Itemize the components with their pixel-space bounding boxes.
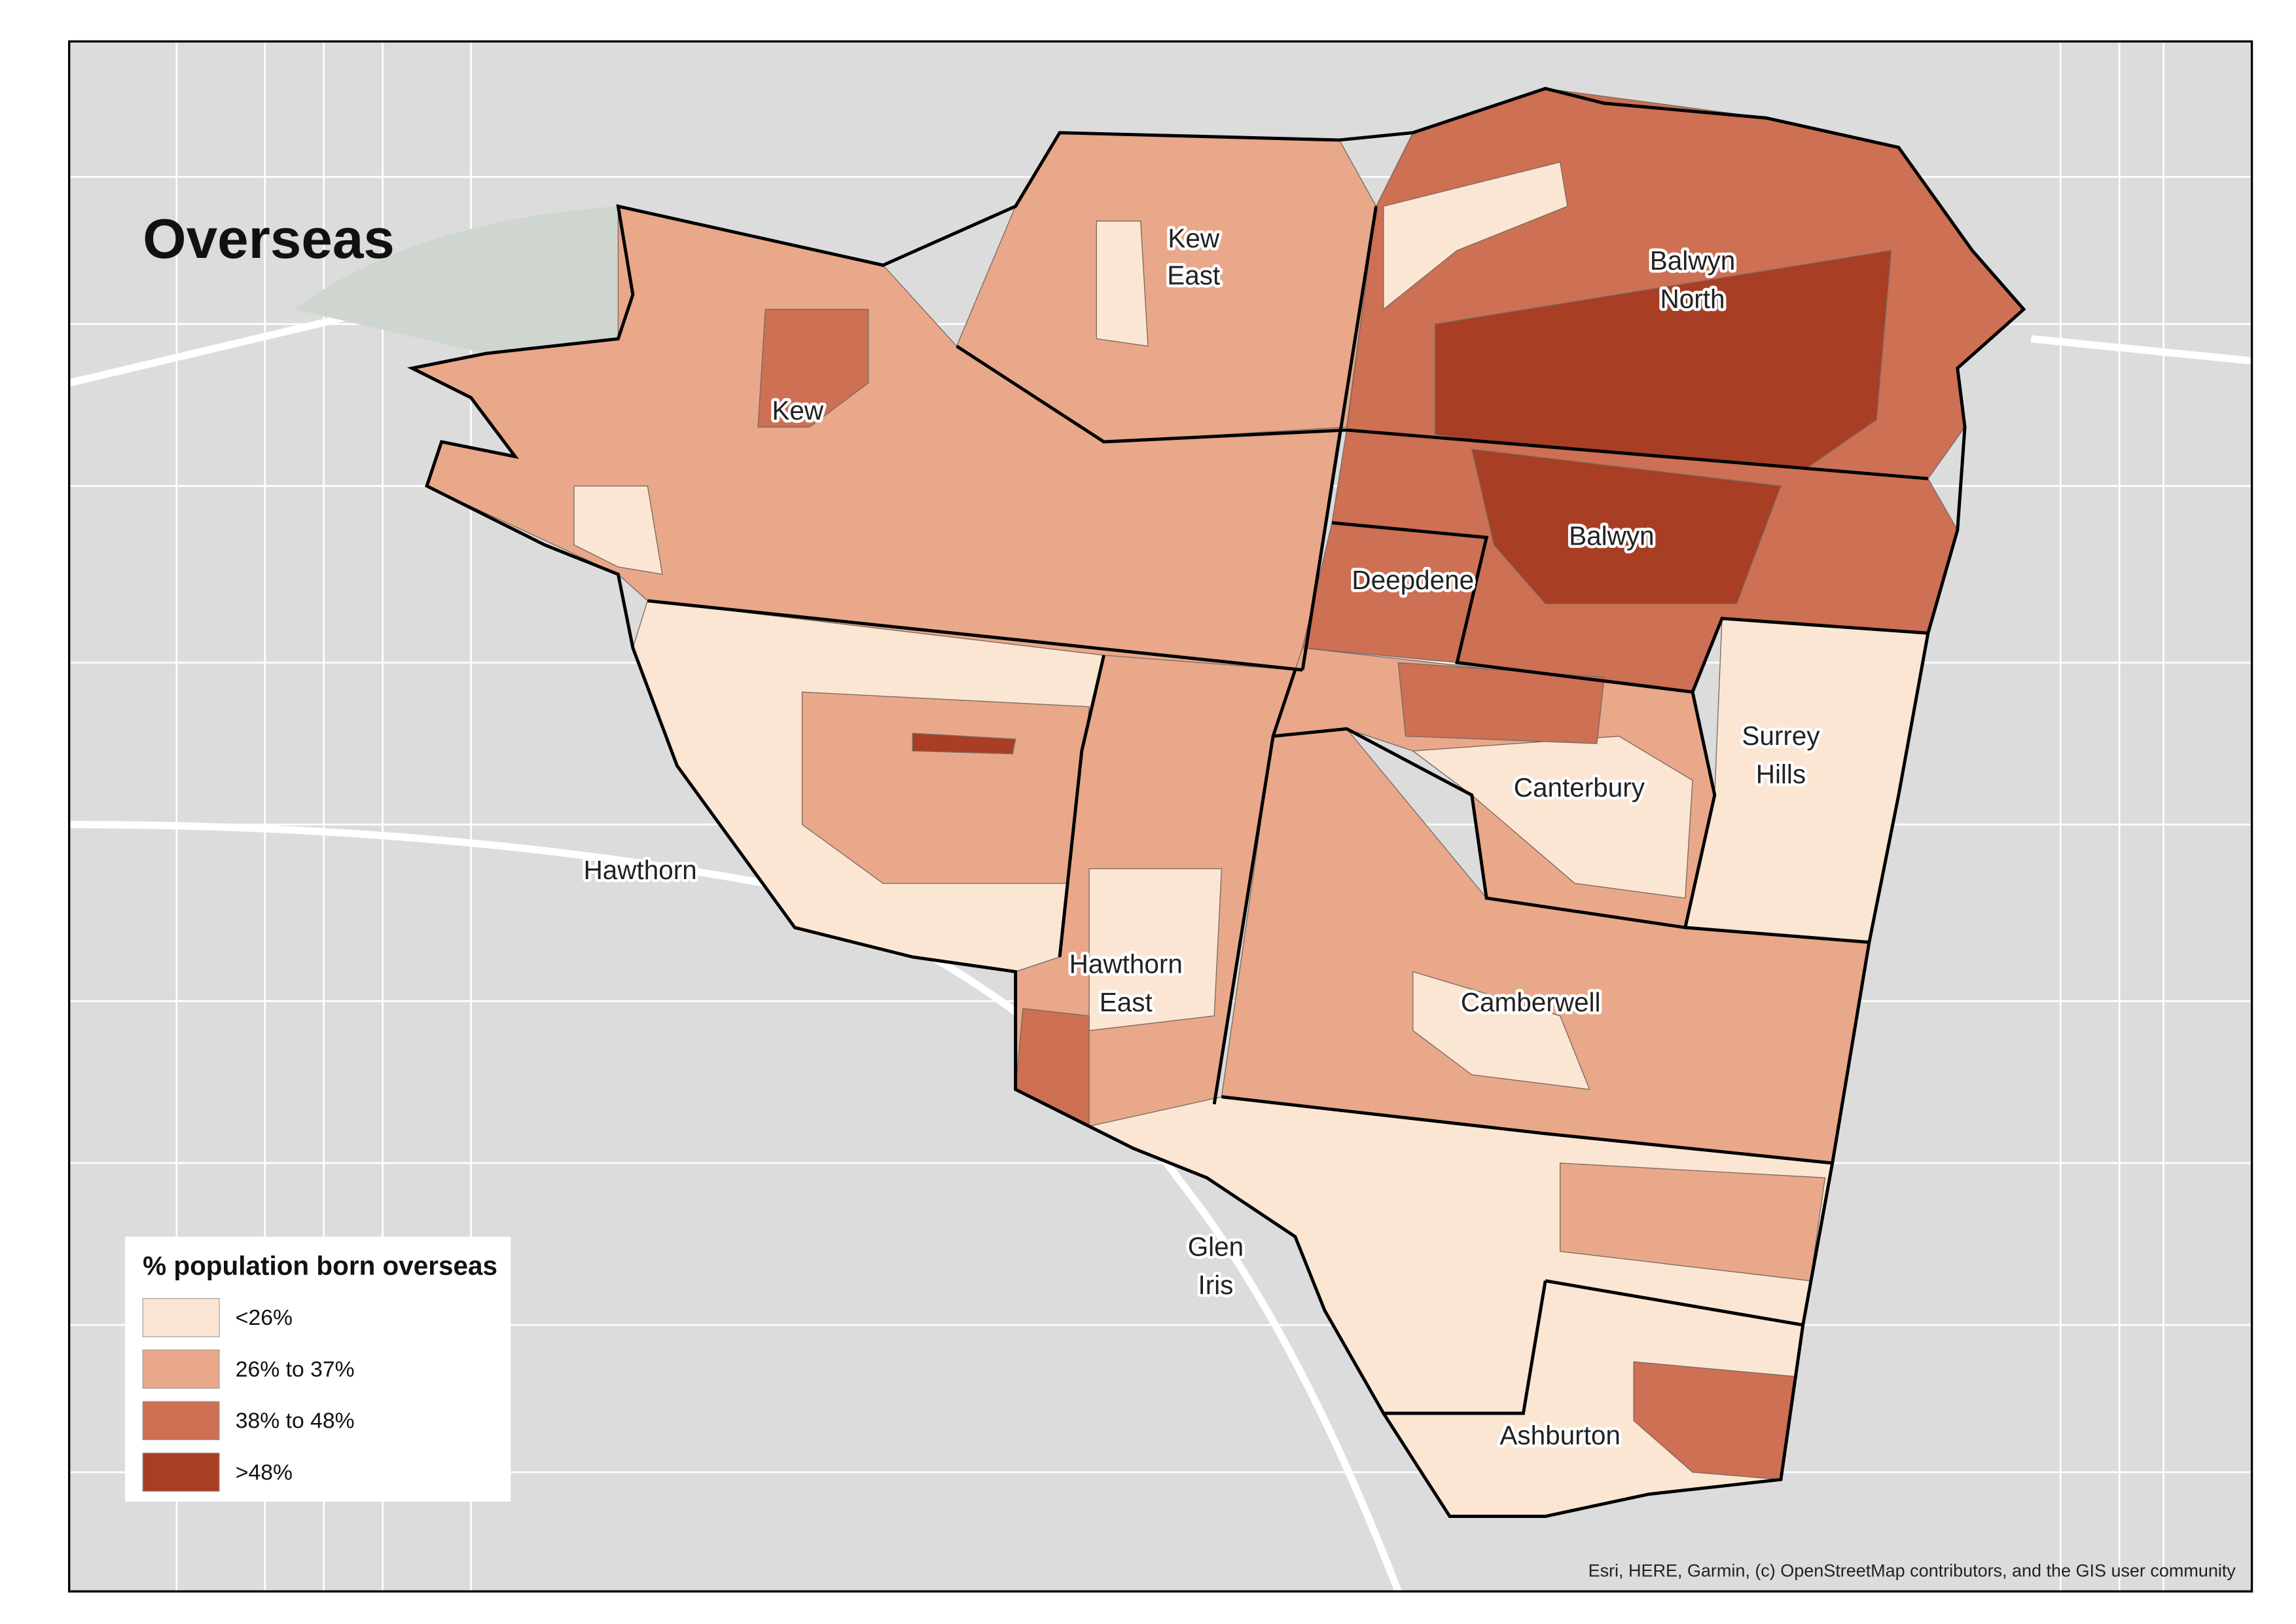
place-label-line: Hawthorn [584, 855, 697, 885]
legend-swatch [142, 1453, 220, 1492]
legend-swatch [142, 1401, 220, 1441]
kew-dark-area [757, 308, 869, 428]
place-label: Deepdene [1352, 565, 1474, 595]
attribution: Esri, HERE, Garmin, (c) OpenStreetMap co… [1588, 1561, 2236, 1581]
place-label: Balwyn North [1650, 245, 1735, 314]
hawthorn-mid-area [801, 691, 1090, 884]
canterbury-dark-area [1397, 662, 1605, 744]
place-label-line: Deepdene [1352, 565, 1474, 595]
place-label: Surrey Hills [1742, 721, 1820, 789]
hawthorn-dark-area [912, 732, 1016, 755]
balwyn-north-light-area [1383, 161, 1568, 310]
park [294, 206, 648, 354]
place-label-line: Glen [1188, 1231, 1244, 1261]
place-label: Balwyn [1569, 520, 1654, 550]
legend-swatch [142, 1298, 220, 1337]
place-label: Kew East [1167, 223, 1220, 290]
kew-light-area [573, 485, 663, 575]
suburb-boundaries [407, 86, 2026, 1518]
place-label: Hawthorn East [1069, 949, 1183, 1017]
place-label: Hawthorn [584, 855, 697, 885]
camberwell-light-area [1412, 971, 1590, 1091]
place-label-line: Hawthorn [1069, 949, 1183, 979]
kew-east-light-area [1096, 220, 1149, 347]
balwyn-dark-area [1471, 448, 1782, 604]
place-labels: Kew Kew East Balwyn North Balwyn Deepdene … [581, 221, 1823, 1453]
balwyn-north-dark-area [1434, 249, 1892, 487]
map-frame [68, 40, 2253, 1593]
legend-label: 26% to 37% [236, 1357, 355, 1382]
map-title: Overseas [143, 208, 395, 270]
place-label-line: Balwyn [1569, 520, 1654, 550]
place-label-line: Iris [1198, 1270, 1233, 1300]
place-label-line: Camberwell [1461, 987, 1601, 1017]
place-label-line: Surrey [1742, 721, 1820, 751]
place-label-line: Canterbury [1514, 772, 1645, 803]
place-label-line: Balwyn [1650, 245, 1735, 276]
legend-title: % population born overseas [143, 1251, 497, 1281]
legend-swatch [142, 1349, 220, 1389]
place-label: Glen Iris [1188, 1231, 1244, 1299]
choropleth [410, 88, 2024, 1517]
place-label-line: North [1660, 283, 1725, 314]
place-label: Camberwell [1461, 987, 1601, 1017]
place-label: Canterbury [1514, 772, 1645, 803]
place-label: Kew [772, 395, 823, 425]
place-label-line: Kew [772, 395, 823, 425]
ashburton-dark-area [1633, 1361, 1797, 1481]
legend-label: <26% [236, 1305, 293, 1330]
place-label-line: Ashburton [1499, 1420, 1620, 1450]
place-label-line: Kew [1168, 223, 1219, 253]
legend-label: >48% [236, 1460, 293, 1485]
hawthorn-east-light-area [1088, 868, 1223, 1032]
place-label-line: East [1100, 987, 1153, 1017]
legend-label: 38% to 48% [236, 1409, 355, 1434]
place-label-line: Hills [1756, 759, 1806, 789]
place-label-line: East [1167, 260, 1220, 290]
place-label: Ashburton [1499, 1420, 1620, 1450]
legend: % population born overseas <26% 26% to 37… [125, 1236, 511, 1502]
